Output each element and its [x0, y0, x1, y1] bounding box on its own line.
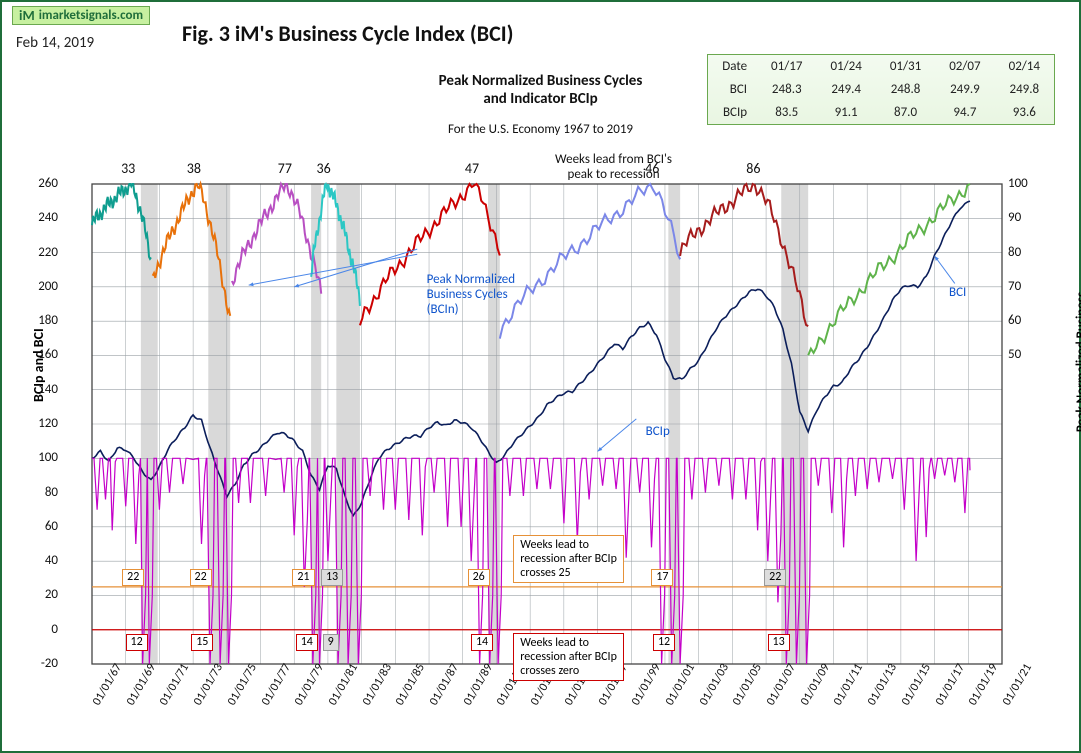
- weeks-to-recession-0: 14: [296, 634, 318, 651]
- weeks-to-recession-25: 22: [190, 569, 212, 586]
- y-tick-right: 90: [1008, 210, 1048, 225]
- lead-caption: Weeks lead from BCI'speak to recession: [534, 152, 694, 182]
- weeks-to-recession-25: 22: [764, 569, 786, 586]
- weeks-to-recession-25: 21: [292, 569, 314, 586]
- weeks-to-recession-0: 12: [126, 634, 148, 651]
- weeks-to-recession-25: 17: [651, 569, 673, 586]
- y-axis-right-label: Peak Normalized BusinessCycles (BCIn): [1074, 272, 1081, 452]
- date-stamp: Feb 14, 2019: [16, 34, 94, 52]
- y-tick-left: 0: [8, 622, 58, 637]
- callout-cross-zero: Weeks lead torecession after BCIpcrosses…: [513, 633, 624, 681]
- lead-weeks-label: 38: [187, 160, 201, 177]
- weeks-to-recession-25: 22: [122, 569, 144, 586]
- table-cell: 249.9: [935, 78, 994, 101]
- weeks-to-recession-0: 12: [653, 634, 675, 651]
- y-tick-left: -20: [8, 656, 58, 671]
- y-tick-left: 160: [8, 347, 58, 362]
- callout-bcip: BCIp: [640, 422, 676, 441]
- callout-bci: BCI: [943, 283, 972, 302]
- table-cell: 249.8: [995, 78, 1055, 101]
- table-cell: 01/24: [816, 55, 875, 79]
- lead-weeks-label: 47: [465, 160, 479, 177]
- y-tick-right: 60: [1008, 313, 1048, 328]
- y-tick-right: 50: [1008, 347, 1048, 362]
- table-cell: 01/31: [876, 55, 935, 79]
- y-tick-right: 100: [1008, 176, 1048, 191]
- lead-weeks-label: 36: [317, 160, 331, 177]
- page-frame: iM imarketsignals.com Feb 14, 2019 Fig. …: [0, 0, 1081, 753]
- chart-plot-area: [62, 184, 1032, 704]
- table-cell: 94.7: [935, 101, 994, 125]
- y-tick-left: 180: [8, 313, 58, 328]
- table-row: BCI248.3249.4248.8249.9249.8: [708, 78, 1055, 101]
- table-cell: 93.6: [995, 101, 1055, 125]
- weeks-to-recession-0: 14: [471, 634, 493, 651]
- y-tick-right: 80: [1008, 245, 1048, 260]
- y-tick-left: 60: [8, 519, 58, 534]
- lead-weeks-label: 33: [121, 160, 135, 177]
- table-row: BCIp83.591.187.094.793.6: [708, 101, 1055, 125]
- table-cell: 249.4: [816, 78, 875, 101]
- callout-cross-25: Weeks lead torecession after BCIpcrosses…: [513, 535, 624, 583]
- site-logo: iM imarketsignals.com: [12, 6, 150, 25]
- table-cell: 02/07: [935, 55, 994, 79]
- logo-mark: iM: [19, 7, 35, 24]
- table-row: Date01/1701/2401/3102/0702/14: [708, 55, 1055, 79]
- y-tick-left: 240: [8, 210, 58, 225]
- weeks-to-recession-0: 9: [323, 634, 339, 651]
- table-cell: 248.3: [757, 78, 816, 101]
- x-ticks: 01/01/6701/01/6901/01/7101/01/7301/01/75…: [62, 701, 1032, 741]
- lead-weeks-label: 77: [278, 160, 292, 177]
- y-tick-left: 220: [8, 245, 58, 260]
- weeks-to-recession-0: 15: [191, 634, 213, 651]
- y-tick-left: 260: [8, 176, 58, 191]
- callout-bcin: Peak NormalizedBusiness Cycles(BCIn): [421, 270, 522, 319]
- table-cell: 91.1: [816, 101, 875, 125]
- y-tick-left: 20: [8, 587, 58, 602]
- table-cell: BCI: [708, 78, 757, 101]
- y-tick-left: 100: [8, 450, 58, 465]
- y-tick-left: 80: [8, 485, 58, 500]
- y-tick-left: 40: [8, 553, 58, 568]
- y-tick-left: 140: [8, 382, 58, 397]
- y-tick-left: 120: [8, 416, 58, 431]
- table-cell: 248.8: [876, 78, 935, 101]
- lead-weeks-label: 86: [746, 160, 760, 177]
- weeks-to-recession-25: 13: [321, 569, 343, 586]
- table-cell: 87.0: [876, 101, 935, 125]
- table-cell: 01/17: [757, 55, 816, 79]
- figure-title: Fig. 3 iM's Business Cycle Index (BCI): [182, 20, 513, 47]
- table-cell: BCIp: [708, 101, 757, 125]
- weeks-to-recession-25: 26: [468, 569, 490, 586]
- y-tick-left: 200: [8, 279, 58, 294]
- y-tick-right: 70: [1008, 279, 1048, 294]
- table-cell: Date: [708, 55, 757, 79]
- weeks-to-recession-0: 13: [768, 634, 790, 651]
- table-cell: 02/14: [995, 55, 1055, 79]
- table-cell: 83.5: [757, 101, 816, 125]
- chart-svg: [62, 184, 1032, 704]
- logo-text: imarketsignals.com: [39, 8, 143, 23]
- summary-table: Date01/1701/2401/3102/0702/14BCI248.3249…: [707, 54, 1055, 125]
